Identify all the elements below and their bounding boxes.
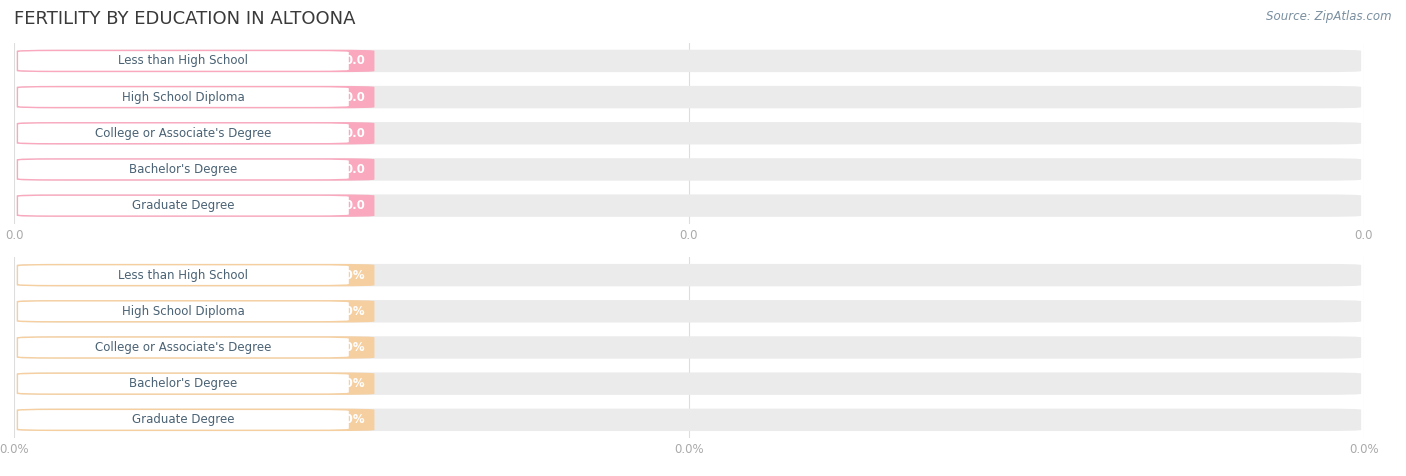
FancyBboxPatch shape [17,194,1361,217]
FancyBboxPatch shape [17,50,1361,72]
FancyBboxPatch shape [17,300,1361,323]
FancyBboxPatch shape [17,264,374,287]
Text: Less than High School: Less than High School [118,54,249,68]
FancyBboxPatch shape [18,123,349,143]
FancyBboxPatch shape [18,51,349,71]
FancyBboxPatch shape [18,159,349,179]
Text: 0.0%: 0.0% [332,268,366,282]
FancyBboxPatch shape [17,372,374,395]
Text: High School Diploma: High School Diploma [122,305,245,318]
FancyBboxPatch shape [18,301,349,321]
FancyBboxPatch shape [18,374,349,394]
FancyBboxPatch shape [18,87,349,107]
FancyBboxPatch shape [18,410,349,430]
Text: 0.0%: 0.0% [332,305,366,318]
Text: College or Associate's Degree: College or Associate's Degree [96,127,271,140]
Text: Graduate Degree: Graduate Degree [132,413,235,426]
FancyBboxPatch shape [18,337,349,357]
Text: 0.0: 0.0 [344,54,366,68]
Text: FERTILITY BY EDUCATION IN ALTOONA: FERTILITY BY EDUCATION IN ALTOONA [14,10,356,28]
Text: High School Diploma: High School Diploma [122,90,245,104]
FancyBboxPatch shape [17,50,374,72]
Text: Source: ZipAtlas.com: Source: ZipAtlas.com [1267,10,1392,22]
FancyBboxPatch shape [18,265,349,285]
FancyBboxPatch shape [17,408,1361,431]
FancyBboxPatch shape [18,196,349,216]
Text: 0.0: 0.0 [344,90,366,104]
FancyBboxPatch shape [17,408,374,431]
Text: 0.0: 0.0 [344,163,366,176]
FancyBboxPatch shape [17,158,1361,181]
FancyBboxPatch shape [17,86,1361,109]
Text: 0.0: 0.0 [344,127,366,140]
Text: 0.0%: 0.0% [332,341,366,354]
FancyBboxPatch shape [17,122,374,145]
FancyBboxPatch shape [17,300,374,323]
FancyBboxPatch shape [17,122,1361,145]
Text: Less than High School: Less than High School [118,268,249,282]
FancyBboxPatch shape [17,194,374,217]
Text: 0.0: 0.0 [344,199,366,212]
Text: 0.0%: 0.0% [332,377,366,390]
FancyBboxPatch shape [17,336,1361,359]
Text: College or Associate's Degree: College or Associate's Degree [96,341,271,354]
Text: Graduate Degree: Graduate Degree [132,199,235,212]
FancyBboxPatch shape [17,158,374,181]
FancyBboxPatch shape [17,86,374,109]
FancyBboxPatch shape [17,336,374,359]
Text: Bachelor's Degree: Bachelor's Degree [129,377,238,390]
Text: Bachelor's Degree: Bachelor's Degree [129,163,238,176]
FancyBboxPatch shape [17,372,1361,395]
Text: 0.0%: 0.0% [332,413,366,426]
FancyBboxPatch shape [17,264,1361,287]
